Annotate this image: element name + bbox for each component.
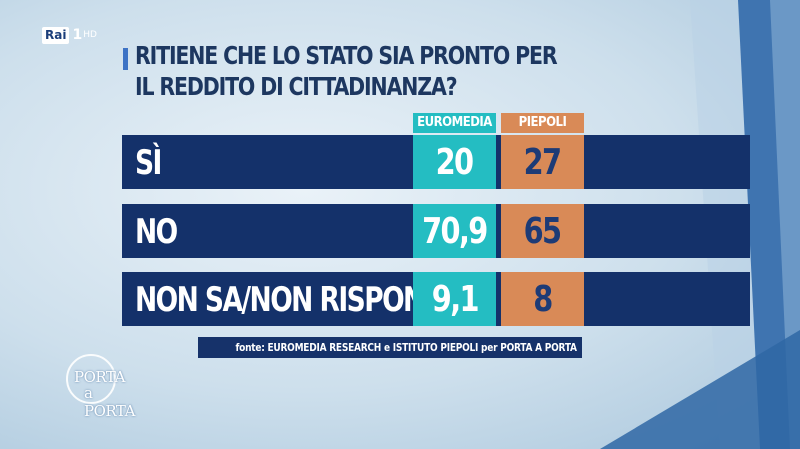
show-logo: PORTA a PORTA bbox=[60, 352, 142, 420]
show-logo-line-2: a PORTA bbox=[84, 384, 135, 420]
cell-piepoli-no: 65 bbox=[501, 204, 584, 258]
source-note: fonte: EUROMEDIA RESEARCH e ISTITUTO PIE… bbox=[198, 337, 582, 358]
value-piepoli-no: 65 bbox=[524, 211, 562, 252]
show-logo-ring bbox=[66, 354, 116, 404]
cell-euromedia-non-sa: 9,1 bbox=[413, 272, 496, 326]
title-accent-bar bbox=[123, 48, 128, 70]
bottom-right-band bbox=[600, 330, 800, 449]
cell-piepoli-non-sa: 8 bbox=[501, 272, 584, 326]
value-euromedia-no: 70,9 bbox=[422, 211, 488, 252]
chart-title: RITIENE CHE LO STATO SIA PRONTO PER IL R… bbox=[135, 40, 558, 102]
value-euromedia-si: 20 bbox=[436, 142, 474, 183]
rai-logo-text: Rai bbox=[42, 26, 70, 44]
column-header-euromedia: EUROMEDIA bbox=[413, 113, 496, 133]
hd-label: HD bbox=[83, 30, 97, 40]
channel-number: 1 bbox=[72, 27, 83, 43]
value-piepoli-non-sa: 8 bbox=[533, 279, 553, 320]
cell-euromedia-si: 20 bbox=[413, 135, 496, 189]
value-euromedia-non-sa: 9,1 bbox=[431, 279, 479, 320]
source-text: fonte: EUROMEDIA RESEARCH e ISTITUTO PIE… bbox=[235, 341, 577, 354]
chart-title-line-2: IL REDDITO DI CITTADINANZA? bbox=[135, 72, 458, 101]
value-piepoli-si: 27 bbox=[524, 142, 562, 183]
channel-logo: Rai 1 HD bbox=[42, 26, 97, 44]
column-header-piepoli: PIEPOLI bbox=[501, 113, 584, 133]
show-logo-line-1: PORTA bbox=[74, 368, 125, 386]
row-label-no: NO bbox=[135, 212, 178, 252]
row-label-si: SÌ bbox=[135, 143, 162, 183]
cell-piepoli-si: 27 bbox=[501, 135, 584, 189]
chart-title-line-1: RITIENE CHE LO STATO SIA PRONTO PER bbox=[135, 41, 558, 70]
cell-euromedia-no: 70,9 bbox=[413, 204, 496, 258]
row-label-non-sa: NON SA/NON RISPONDE bbox=[135, 280, 462, 320]
